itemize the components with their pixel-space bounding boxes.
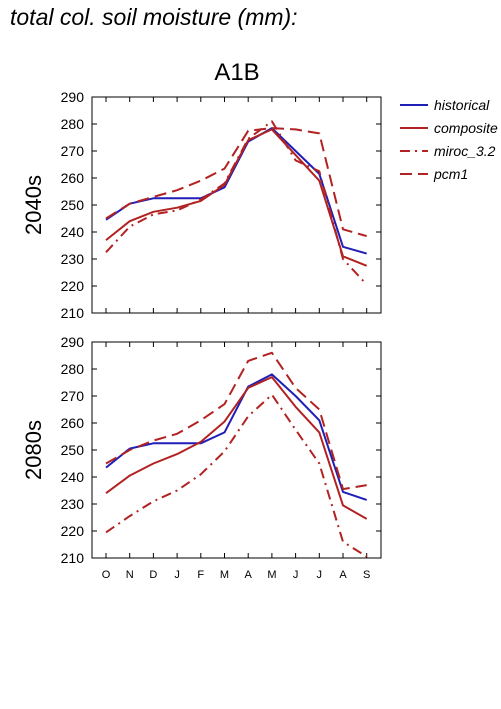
chart-title: A1B	[214, 59, 259, 86]
legend-label: miroc_3.2	[434, 143, 496, 159]
legend-item: composite	[400, 120, 498, 136]
y-tick-label: 260	[61, 415, 85, 431]
series-line-miroc-3-2	[105, 120, 368, 286]
y-tick-label: 210	[61, 305, 85, 321]
x-tick-label: J	[317, 569, 323, 581]
y-tick-label: 280	[61, 361, 85, 377]
x-tick-label: A	[245, 569, 253, 581]
figure-title: total col. soil moisture (mm):	[10, 4, 298, 30]
x-tick-label: F	[197, 569, 204, 581]
chart-panels: 210 220 230 240 250 260 270 280 290 2040s 210 220 23…	[21, 89, 382, 581]
y-tick-label: 270	[61, 143, 85, 159]
y-axis-label: 2040s	[21, 175, 46, 235]
y-tick-label: 290	[61, 334, 85, 350]
y-tick-label: 290	[61, 89, 85, 105]
x-tick-label: M	[267, 569, 276, 581]
y-tick-label: 220	[61, 278, 85, 294]
x-tick-label: O	[102, 569, 111, 581]
y-tick-label: 210	[61, 550, 85, 566]
y-tick-label: 240	[61, 224, 85, 240]
y-tick-label: 260	[61, 170, 85, 186]
x-tick-label: S	[363, 569, 370, 581]
series-line-miroc-3-2	[105, 393, 368, 558]
series-line-pcm1	[105, 351, 367, 491]
y-tick-label: 250	[61, 197, 85, 213]
legend-label: composite	[434, 120, 498, 136]
panel-2040s: 210 220 230 240 250 260 270 280 290 2040s	[21, 89, 382, 321]
x-tick-label: D	[149, 569, 157, 581]
series-line-pcm1	[105, 127, 367, 238]
x-tick-label: N	[126, 569, 134, 581]
legend-item: historical	[400, 97, 490, 113]
panel-2080s: 210 220 230 240 250 260 270 280 290 O N D J F M A M J J A S 2…	[21, 334, 382, 581]
y-tick-label: 250	[61, 442, 85, 458]
x-tick-label: J	[174, 569, 180, 581]
y-tick-label: 280	[61, 116, 85, 132]
y-tick-label: 230	[61, 496, 85, 512]
y-tick-label: 230	[61, 251, 85, 267]
y-tick-label: 240	[61, 469, 85, 485]
x-tick-label: M	[220, 569, 229, 581]
legend-item: pcm1	[400, 166, 468, 182]
x-tick-label: A	[339, 569, 347, 581]
plot-frame	[91, 96, 382, 314]
series-line-composite	[105, 128, 368, 267]
legend-label: pcm1	[433, 166, 468, 182]
legend: historical composite miroc_3.2 pcm1	[400, 97, 498, 182]
legend-item: miroc_3.2	[400, 143, 496, 159]
series-line-historical	[105, 127, 367, 255]
y-tick-label: 220	[61, 523, 85, 539]
series-line-historical	[105, 373, 368, 501]
y-axis-label: 2080s	[21, 420, 46, 480]
x-tick-label: J	[293, 569, 299, 581]
y-tick-label: 270	[61, 388, 85, 404]
series-line-composite	[105, 376, 368, 520]
legend-label: historical	[434, 97, 490, 113]
